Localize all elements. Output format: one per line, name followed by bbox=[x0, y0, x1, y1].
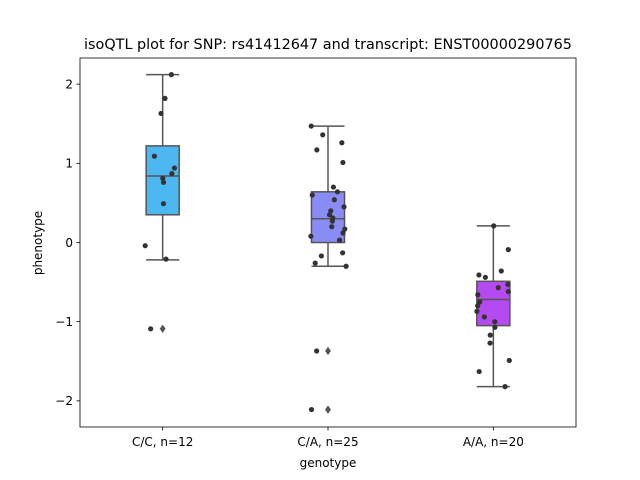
data-point bbox=[314, 147, 320, 153]
x-axis-label: genotype bbox=[300, 456, 357, 470]
data-point bbox=[476, 368, 482, 375]
data-point bbox=[487, 340, 493, 346]
outlier-marker bbox=[325, 346, 331, 356]
data-point bbox=[343, 263, 349, 269]
data-point bbox=[505, 281, 511, 288]
data-point bbox=[151, 153, 157, 159]
data-point bbox=[342, 226, 348, 232]
box-group bbox=[474, 223, 512, 390]
data-point bbox=[309, 192, 315, 198]
y-tick-label: 2 bbox=[65, 77, 73, 91]
data-point bbox=[308, 406, 315, 413]
y-tick-label: 1 bbox=[65, 157, 73, 171]
data-point bbox=[475, 292, 481, 298]
data-point bbox=[340, 230, 346, 236]
data-point bbox=[337, 237, 343, 243]
outlier-marker bbox=[159, 324, 166, 334]
data-point bbox=[330, 184, 337, 190]
data-point bbox=[492, 319, 498, 325]
iqr-box bbox=[310, 191, 346, 244]
data-point bbox=[341, 204, 347, 210]
box-group bbox=[142, 72, 180, 334]
data-point bbox=[329, 218, 335, 224]
y-tick-label: −2 bbox=[55, 394, 73, 408]
x-tick-label: A/A, n=20 bbox=[463, 435, 524, 449]
data-point bbox=[334, 189, 341, 195]
data-point bbox=[329, 224, 335, 230]
data-point bbox=[314, 348, 320, 354]
data-point bbox=[474, 308, 480, 314]
data-point bbox=[163, 256, 169, 262]
data-point bbox=[160, 179, 167, 185]
data-point bbox=[482, 274, 488, 280]
data-point bbox=[491, 223, 497, 229]
data-point bbox=[340, 250, 346, 256]
data-point bbox=[506, 357, 512, 364]
y-axis: −2 −1 0 1 2 bbox=[55, 77, 80, 408]
data-point bbox=[487, 332, 493, 338]
data-point bbox=[171, 165, 178, 171]
x-tick-label: C/A, n=25 bbox=[297, 435, 358, 449]
data-point bbox=[331, 197, 337, 203]
data-point bbox=[475, 303, 481, 309]
data-point bbox=[481, 314, 487, 320]
data-point bbox=[495, 285, 501, 291]
data-point bbox=[505, 288, 511, 295]
chart-title: isoQTL plot for SNP: rs41412647 and tran… bbox=[84, 37, 572, 53]
data-point bbox=[328, 208, 334, 214]
data-point bbox=[169, 171, 175, 177]
x-tick-label: C/C, n=12 bbox=[132, 435, 193, 449]
y-axis-label: phenotype bbox=[31, 211, 45, 275]
data-point bbox=[502, 384, 508, 390]
data-point bbox=[142, 243, 148, 249]
data-point bbox=[476, 272, 482, 278]
data-point bbox=[318, 253, 324, 259]
data-point bbox=[320, 132, 326, 138]
data-point bbox=[312, 260, 318, 266]
data-point bbox=[492, 324, 498, 330]
data-point bbox=[498, 268, 504, 274]
outlier-marker bbox=[325, 405, 331, 414]
box-group bbox=[308, 123, 349, 414]
y-tick-label: −1 bbox=[55, 315, 73, 329]
data-point bbox=[160, 175, 166, 181]
data-point bbox=[162, 95, 168, 101]
y-tick-label: 0 bbox=[65, 236, 73, 250]
data-point bbox=[326, 212, 333, 218]
data-point bbox=[158, 110, 164, 117]
data-point bbox=[168, 72, 174, 78]
data-point bbox=[477, 299, 483, 305]
plot-area bbox=[142, 72, 512, 414]
data-point bbox=[340, 159, 346, 166]
x-axis: C/C, n=12 C/A, n=25 A/A, n=20 bbox=[132, 427, 524, 449]
data-point bbox=[160, 201, 167, 207]
data-point bbox=[148, 326, 154, 332]
data-point bbox=[505, 247, 511, 253]
data-point bbox=[339, 140, 345, 146]
data-point bbox=[308, 123, 314, 129]
data-point bbox=[308, 233, 314, 239]
